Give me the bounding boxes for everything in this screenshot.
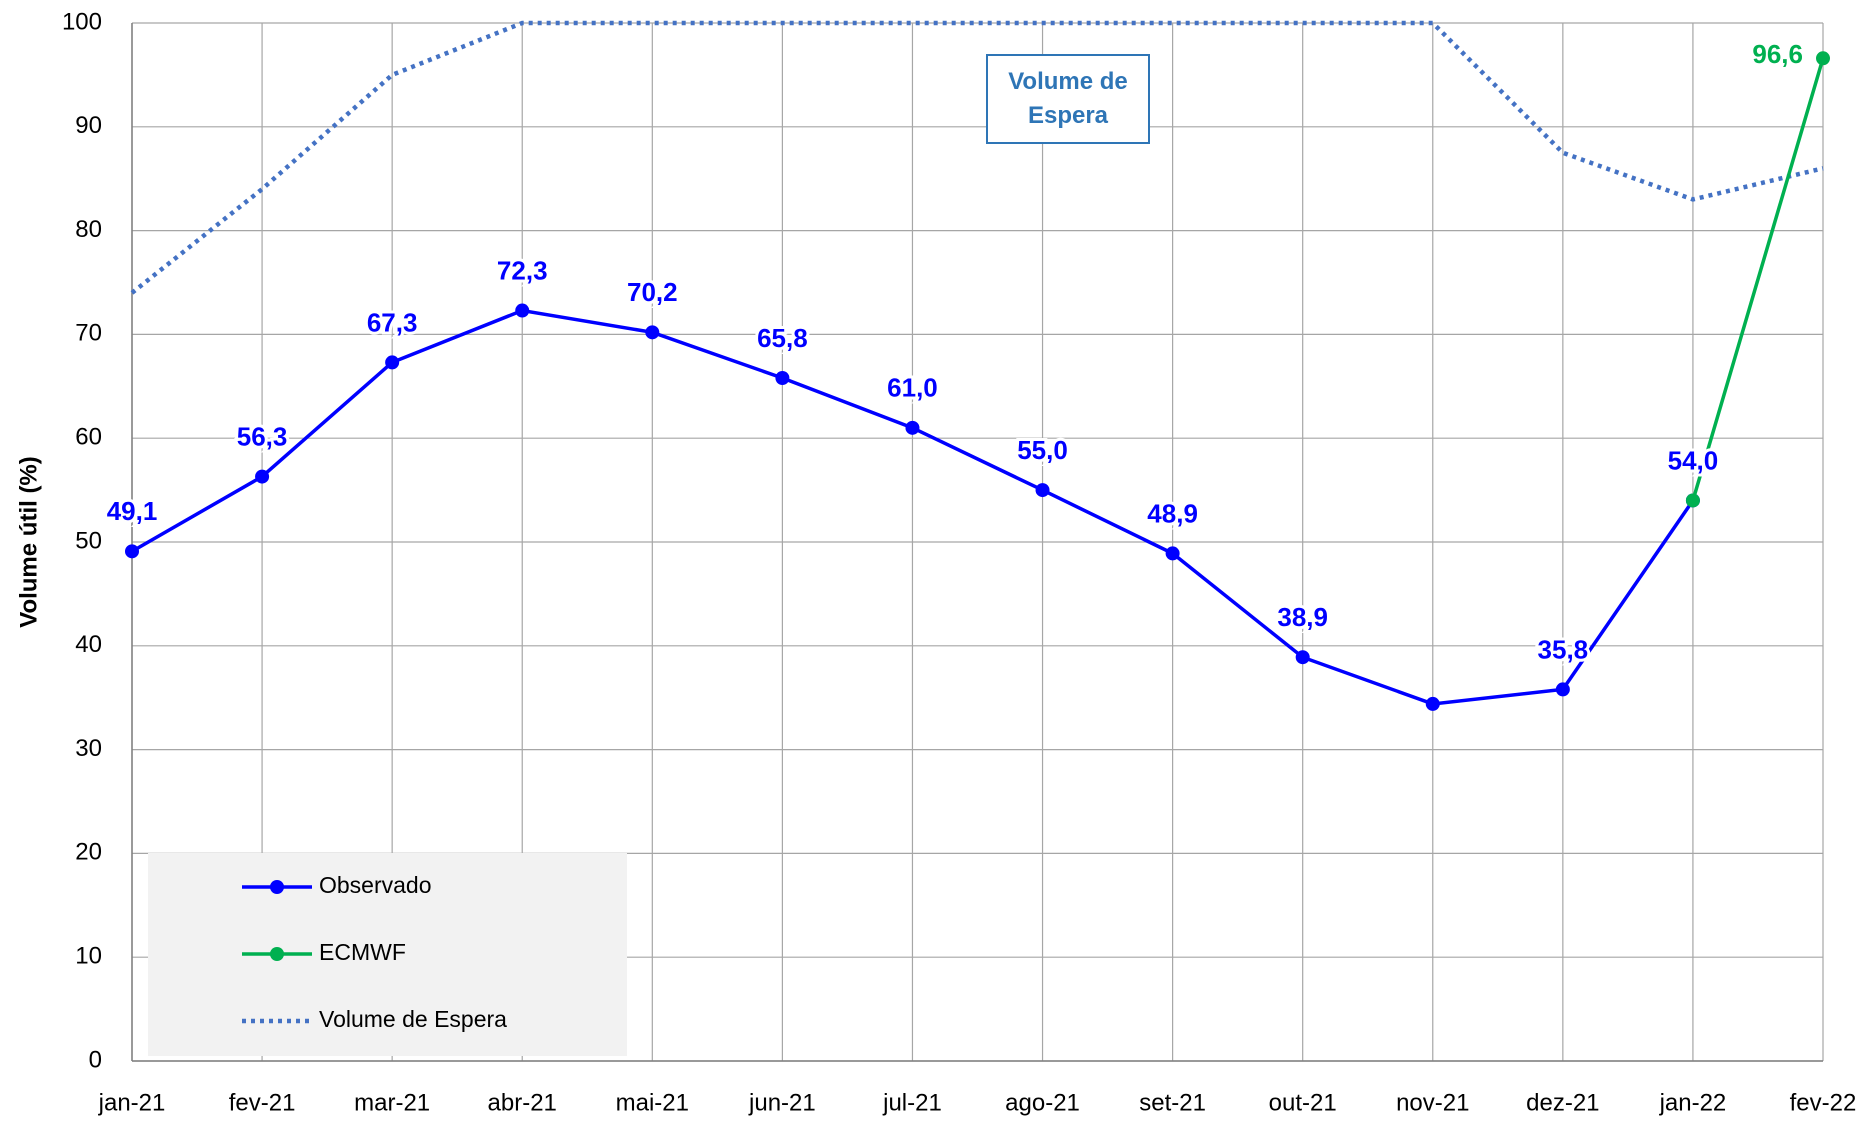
- x-tick-label: jan-22: [1659, 1089, 1727, 1116]
- data-point: [1555, 682, 1570, 697]
- data-point: [905, 420, 920, 435]
- data-point: [255, 469, 270, 484]
- y-tick-label: 80: [75, 216, 102, 243]
- y-tick-label: 90: [75, 112, 102, 139]
- x-tick-label: mai-21: [616, 1089, 689, 1116]
- y-tick-label: 60: [75, 424, 102, 451]
- data-label: 56,3: [237, 421, 288, 451]
- data-point: [125, 544, 139, 559]
- data-label: 55,0: [1017, 435, 1068, 465]
- y-tick-label: 20: [75, 839, 102, 866]
- x-tick-label: fev-21: [229, 1089, 296, 1116]
- data-point: [1685, 493, 1700, 508]
- legend-label: Observado: [319, 872, 432, 898]
- data-label: 72,3: [497, 255, 548, 285]
- data-point: [515, 303, 530, 318]
- data-point: [385, 355, 400, 370]
- data-point: [775, 370, 790, 385]
- y-tick-label: 40: [75, 631, 102, 658]
- legend-box: [148, 853, 627, 1056]
- series-line: [130, 20, 1824, 295]
- x-tick-label: jul-21: [882, 1089, 942, 1116]
- x-tick-label: out-21: [1269, 1089, 1337, 1116]
- y-tick-label: 0: [89, 1046, 102, 1073]
- data-label: 35,8: [1538, 634, 1589, 664]
- y-tick-label: 100: [62, 8, 102, 35]
- legend-marker: [270, 880, 284, 894]
- data-point: [1816, 51, 1830, 66]
- y-tick-label: 10: [75, 943, 102, 970]
- y-axis-label: Volume útil (%): [15, 456, 42, 628]
- x-tick-label: mar-21: [354, 1089, 430, 1116]
- data-label: 38,9: [1277, 602, 1328, 632]
- legend-marker: [270, 947, 284, 961]
- annotation: Volume de Espera: [986, 54, 1150, 144]
- legend-label: Volume de Espera: [319, 1006, 507, 1032]
- y-tick-label: 50: [75, 527, 102, 554]
- data-point: [645, 325, 660, 340]
- data-label: 54,0: [1668, 445, 1719, 475]
- legend-label: ECMWF: [319, 939, 406, 965]
- x-tick-label: dez-21: [1526, 1089, 1599, 1116]
- y-tick-label: 30: [75, 735, 102, 762]
- x-tick-label: fev-22: [1790, 1089, 1857, 1116]
- data-label: 65,8: [757, 323, 808, 353]
- x-tick-label: ago-21: [1005, 1089, 1080, 1116]
- x-tick-label: jun-21: [748, 1089, 816, 1116]
- data-label: 61,0: [887, 373, 938, 403]
- data-label: 70,2: [627, 277, 678, 307]
- x-tick-label: set-21: [1139, 1089, 1206, 1116]
- data-label: 48,9: [1147, 498, 1198, 528]
- series-line: [1691, 57, 1825, 501]
- data-label: 49,1: [107, 496, 158, 526]
- data-label: 96,6: [1752, 39, 1803, 69]
- x-tick-label: jan-21: [98, 1089, 166, 1116]
- y-tick-label: 70: [75, 320, 102, 347]
- data-point: [1295, 650, 1310, 665]
- x-tick-label: abr-21: [488, 1089, 557, 1116]
- data-label: 67,3: [367, 307, 418, 337]
- data-point: [1165, 546, 1180, 561]
- legend: Observado ECMWF Volume de Espera: [148, 853, 627, 1056]
- data-point: [1035, 483, 1050, 498]
- data-point: [1425, 696, 1440, 711]
- x-tick-label: nov-21: [1396, 1089, 1469, 1116]
